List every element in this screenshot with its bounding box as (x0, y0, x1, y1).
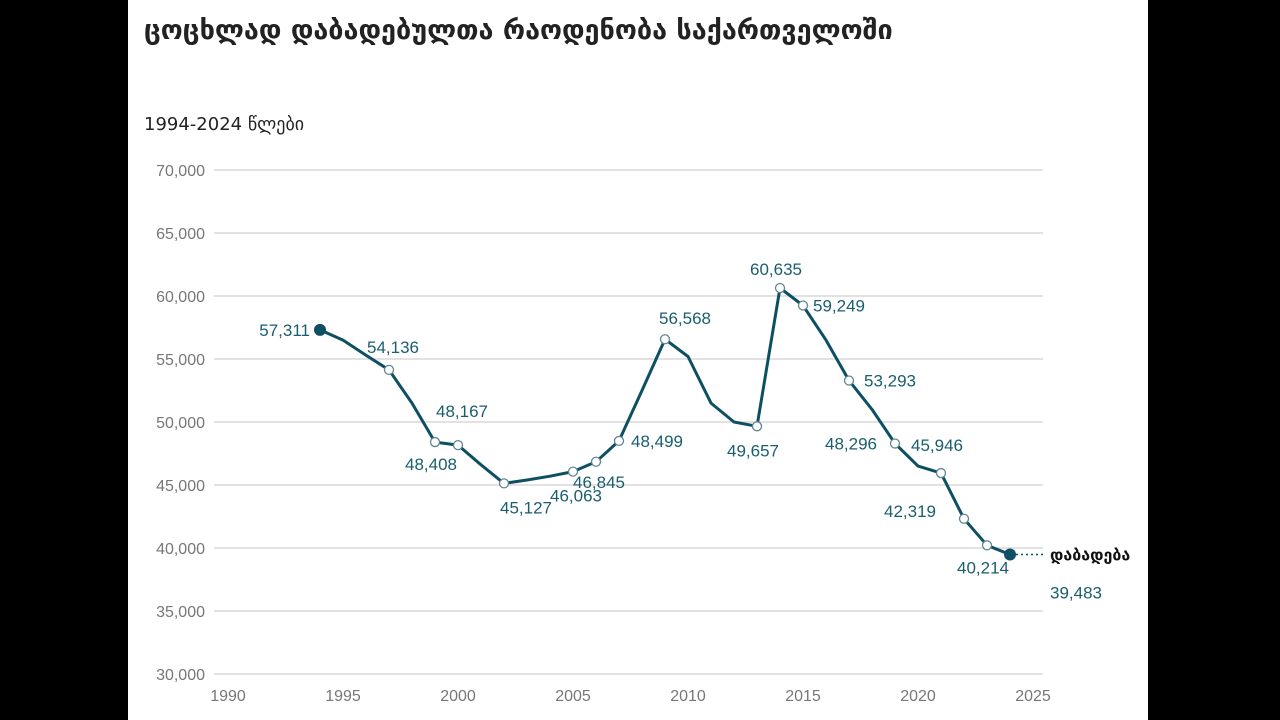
y-tick-label: 60,000 (156, 289, 205, 306)
data-label: 40,214 (957, 558, 1009, 577)
data-label: 57,311 (259, 321, 310, 340)
data-label: 48,296 (825, 434, 877, 453)
x-tick-label: 1995 (325, 688, 361, 705)
data-label: 46,063 (550, 487, 602, 506)
y-tick-label: 35,000 (156, 604, 205, 621)
gridlines (214, 169, 1043, 675)
y-tick-label: 45,000 (156, 478, 205, 495)
data-label: 48,408 (405, 455, 457, 474)
data-point (797, 300, 809, 311)
line-chart: 30,000 35,000 40,000 45,000 50,000 55,000 60,0… (156, 163, 1130, 705)
data-point (314, 323, 326, 336)
x-tick-label: 2020 (900, 688, 936, 705)
x-tick-label: 2015 (785, 688, 821, 705)
x-tick-label: 2005 (555, 688, 591, 705)
y-tick-label: 50,000 (156, 415, 205, 432)
data-label: 59,249 (813, 296, 865, 315)
data-label: 49,657 (727, 441, 779, 460)
x-axis-ticks: 1990 1995 2000 2005 2010 2015 2020 2025 (210, 688, 1051, 705)
data-point (383, 364, 395, 376)
data-label: 46,845 (573, 473, 625, 492)
data-label: 39,483 (1050, 584, 1102, 603)
y-tick-label: 40,000 (156, 541, 205, 558)
y-tick-label: 70,000 (156, 163, 205, 180)
data-point (452, 439, 464, 451)
x-tick-label: 1990 (210, 688, 246, 705)
x-tick-label: 2010 (670, 688, 706, 705)
data-label: 48,499 (631, 432, 683, 451)
data-label: 60,635 (750, 260, 802, 279)
data-point (935, 467, 947, 479)
data-label: 42,319 (884, 502, 936, 521)
y-tick-label: 30,000 (156, 667, 205, 684)
chart-subtitle: 1994-2024 წლები (144, 114, 305, 135)
data-label: 53,293 (864, 372, 916, 391)
data-label: 56,568 (659, 309, 711, 328)
y-axis-ticks: 30,000 35,000 40,000 45,000 50,000 55,000 60,0… (156, 163, 205, 684)
end-series-label: დაბადება (1050, 546, 1130, 565)
data-point (1004, 548, 1016, 561)
chart-title: ცოცხლად დაბადებულთა რაოდენობა საქართველო… (144, 15, 893, 46)
data-point (498, 478, 510, 489)
y-tick-label: 65,000 (156, 226, 205, 243)
end-annotation: დაბადება (1016, 546, 1130, 565)
x-tick-label: 2025 (1015, 688, 1051, 705)
data-point (981, 540, 993, 551)
data-label: 45,127 (500, 498, 552, 517)
data-point (429, 436, 441, 448)
data-point (774, 282, 786, 294)
data-label: 54,136 (367, 338, 419, 357)
data-point (659, 334, 671, 345)
data-point (590, 456, 602, 467)
data-point (889, 438, 901, 449)
data-point (613, 435, 625, 447)
chart-panel: ცოცხლად დაბადებულთა რაოდენობა საქართველო… (128, 0, 1148, 720)
data-point (567, 466, 579, 477)
x-tick-label: 2000 (440, 688, 476, 705)
data-point (958, 513, 970, 524)
data-label: 48,167 (436, 402, 488, 421)
data-labels: 57,311 54,136 48,408 48,167 45,12746,06346,8… (259, 260, 1102, 603)
data-markers (314, 282, 1016, 561)
data-label: 45,946 (911, 436, 963, 455)
data-point (751, 421, 763, 432)
data-point (843, 375, 855, 386)
y-tick-label: 55,000 (156, 352, 205, 369)
